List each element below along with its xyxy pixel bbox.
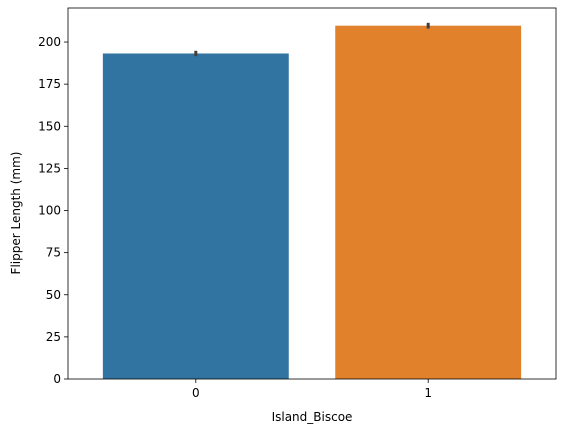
axes-spines <box>67 7 557 380</box>
y-tick-label: 75 <box>46 246 61 260</box>
y-tick-label: 200 <box>38 35 61 49</box>
y-tick-label: 125 <box>38 161 61 175</box>
y-tick-label: 0 <box>53 372 61 386</box>
y-tick-label: 150 <box>38 119 61 133</box>
y-tick-label: 25 <box>46 330 61 344</box>
bar-0 <box>102 53 289 379</box>
bar-1 <box>335 25 522 379</box>
y-axis: 0 25 50 75 100 125 150 175 200 <box>38 35 68 386</box>
y-tick-label: 175 <box>38 77 61 91</box>
plot-area <box>102 22 522 379</box>
y-tick-label: 100 <box>38 204 61 218</box>
y-axis-label: Flipper Length (mm) <box>9 152 23 275</box>
x-axis-label: Island_Biscoe <box>272 410 353 424</box>
x-tick-label: 0 <box>192 386 200 400</box>
axes-frame <box>67 7 557 380</box>
x-tick-label: 1 <box>424 386 432 400</box>
y-tick-label: 50 <box>46 288 61 302</box>
